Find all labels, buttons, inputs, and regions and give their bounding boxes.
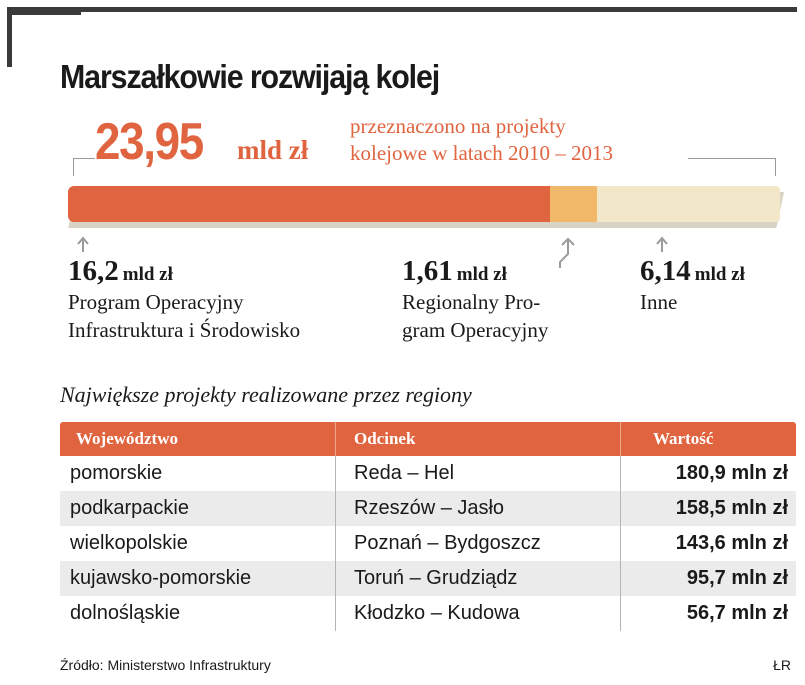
cell-odcinek: Reda – Hel <box>335 456 620 491</box>
total-unit: mld zł <box>237 135 309 165</box>
stacked-bar <box>68 186 784 230</box>
table-row: pomorskie Reda – Hel 180,9 mln zł <box>60 456 796 491</box>
up-arrow-icon <box>655 236 669 254</box>
table-subtitle: Największe projekty realizowane przez re… <box>60 382 472 407</box>
cell-wojewodztwo: wielkopolskie <box>70 532 188 554</box>
bar-segment-2 <box>550 186 597 222</box>
total-bracket-right <box>688 158 776 176</box>
projects-table: Województwo Odcinek Wartość pomorskie Re… <box>60 422 796 631</box>
cell-wojewodztwo: podkarpackie <box>70 497 189 519</box>
table-header: Województwo Odcinek Wartość <box>60 422 796 456</box>
chart-title: Marszałkowie rozwijają kolej <box>60 58 440 95</box>
header-wojewodztwo: Województwo <box>76 429 178 448</box>
segment-label-2: 1,61 mld zł Regionalny Pro- gram Operacyjn… <box>402 255 548 344</box>
table-row: wielkopolskie Poznań – Bydgoszcz 143,6 m… <box>60 526 796 561</box>
cell-wartosc: 56,7 mln zł <box>620 596 796 631</box>
source-note: Źródło: Ministerstwo Infrastruktury <box>60 657 271 673</box>
segment-label-3: 6,14 mld zł Inne <box>640 255 745 316</box>
up-arrow-icon <box>558 236 578 268</box>
segment-name: Regionalny Pro- gram Operacyjny <box>402 290 549 342</box>
total-bracket-left <box>73 158 95 176</box>
cell-wartosc: 158,5 mln zł <box>620 491 796 526</box>
frame-left-rule <box>7 7 12 67</box>
segment-unit: mld zł <box>456 264 507 285</box>
cell-odcinek: Toruń – Grudziądz <box>335 561 620 596</box>
cell-odcinek: Rzeszów – Jasło <box>335 491 620 526</box>
total-description: przeznaczono na projekty kolejowe w lata… <box>350 114 614 165</box>
bar-segment-1 <box>68 186 550 222</box>
table-row: podkarpackie Rzeszów – Jasło 158,5 mln z… <box>60 491 796 526</box>
segment-name: Program Operacyjny Infrastruktura i Środ… <box>68 290 301 342</box>
header-wartosc: Wartość <box>620 422 796 456</box>
cell-wartosc: 143,6 mln zł <box>620 526 796 561</box>
frame-corner <box>7 7 81 15</box>
segment-value: 6,14 <box>640 255 691 287</box>
segment-unit: mld zł <box>694 264 745 285</box>
cell-odcinek: Kłodzko – Kudowa <box>335 596 620 631</box>
segment-value: 1,61 <box>402 255 453 287</box>
cell-wojewodztwo: dolnośląskie <box>70 602 181 624</box>
cell-odcinek: Poznań – Bydgoszcz <box>335 526 620 561</box>
frame-top-rule <box>7 7 797 12</box>
bar-segment-3 <box>597 186 780 222</box>
table-row: kujawsko-pomorskie Toruń – Grudziądz 95,… <box>60 561 796 596</box>
up-arrow-icon <box>76 236 90 254</box>
total-value: 23,95 <box>95 113 204 171</box>
segment-unit: mld zł <box>122 264 173 285</box>
cell-wartosc: 95,7 mln zł <box>620 561 796 596</box>
cell-wojewodztwo: pomorskie <box>70 462 163 484</box>
segment-name: Inne <box>640 290 678 314</box>
segment-value: 16,2 <box>68 255 119 287</box>
segment-label-1: 16,2 mld zł Program Operacyjny Infrastrukt… <box>68 255 300 344</box>
cell-wartosc: 180,9 mln zł <box>620 456 796 491</box>
header-odcinek: Odcinek <box>335 422 620 456</box>
table-row: dolnośląskie Kłodzko – Kudowa 56,7 mln z… <box>60 596 796 631</box>
cell-wojewodztwo: kujawsko-pomorskie <box>70 567 252 589</box>
author-initials: ŁR <box>773 657 791 673</box>
